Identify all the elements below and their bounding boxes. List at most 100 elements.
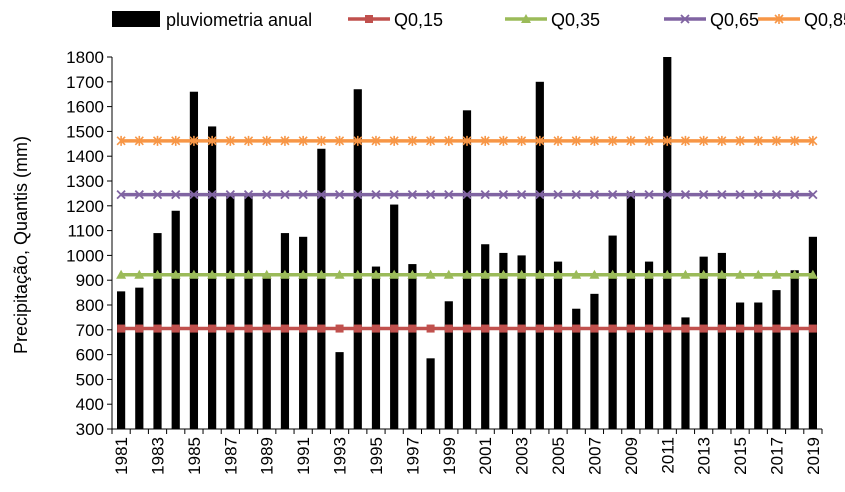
series-marker-Q0,35 bbox=[771, 269, 782, 279]
series-marker-Q0,85 bbox=[334, 135, 345, 146]
series-marker-Q0,65 bbox=[753, 190, 763, 200]
series-marker-Q0,35 bbox=[625, 269, 636, 279]
series-marker-Q0,85 bbox=[790, 135, 800, 146]
y-tick-label: 300 bbox=[76, 420, 104, 439]
series-marker-Q0,65 bbox=[334, 190, 345, 200]
series-marker-Q0,15 bbox=[153, 324, 162, 333]
series-marker-Q0,15 bbox=[371, 324, 380, 333]
x-tick-label: 2001 bbox=[476, 437, 495, 475]
series-marker-Q0,65 bbox=[553, 190, 563, 200]
bar-2003 bbox=[517, 255, 526, 429]
series-marker-Q0,65 bbox=[608, 190, 618, 200]
bar-1997 bbox=[408, 264, 417, 429]
legend-marker-Q0,15 bbox=[365, 15, 373, 23]
series-marker-Q0,15 bbox=[408, 324, 417, 333]
y-tick-label: 1400 bbox=[66, 147, 104, 166]
legend-item-Q0,85: Q0,85 bbox=[758, 10, 845, 30]
series-marker-Q0,35 bbox=[443, 269, 454, 279]
bar-1985 bbox=[189, 91, 199, 429]
series-Q0,85 bbox=[116, 135, 818, 146]
y-tick-label: 1500 bbox=[66, 122, 104, 141]
series-marker-Q0,85 bbox=[517, 135, 527, 146]
series-marker-Q0,15 bbox=[335, 324, 344, 333]
series-marker-Q0,35 bbox=[480, 269, 491, 279]
bar-1999 bbox=[444, 301, 453, 429]
series-marker-Q0,35 bbox=[644, 269, 655, 279]
series-marker-Q0,35 bbox=[207, 269, 218, 279]
y-tick-label: 900 bbox=[76, 271, 104, 290]
series-marker-Q0,65 bbox=[407, 190, 418, 200]
series-marker-Q0,35 bbox=[370, 269, 381, 279]
series-marker-Q0,35 bbox=[607, 269, 618, 279]
series-marker-Q0,15 bbox=[645, 324, 654, 333]
bar-2012 bbox=[681, 317, 690, 429]
legend-item-Q0,35: Q0,35 bbox=[505, 10, 600, 30]
series-marker-Q0,65 bbox=[771, 190, 782, 200]
legend-swatch-pluviometria bbox=[112, 11, 160, 27]
series-marker-Q0,85 bbox=[298, 135, 308, 146]
series-marker-Q0,35 bbox=[753, 269, 764, 279]
y-tick-label: 700 bbox=[76, 321, 104, 340]
bar-2004 bbox=[535, 81, 544, 430]
bar-1998 bbox=[426, 358, 435, 429]
series-marker-Q0,65 bbox=[225, 190, 235, 200]
bar-2005 bbox=[553, 261, 563, 429]
series-marker-Q0,65 bbox=[189, 190, 199, 200]
series-Q0,15 bbox=[117, 324, 817, 333]
series-marker-Q0,35 bbox=[298, 269, 309, 279]
bar-1996 bbox=[390, 204, 399, 429]
bar-1992 bbox=[317, 148, 326, 429]
series-marker-Q0,15 bbox=[426, 324, 435, 333]
y-tick-label: 1800 bbox=[66, 48, 104, 67]
legend-label-Q0,15: Q0,15 bbox=[394, 10, 443, 30]
series-marker-Q0,85 bbox=[171, 135, 181, 146]
x-tick-label: 2007 bbox=[585, 437, 604, 475]
series-marker-Q0,65 bbox=[516, 190, 527, 200]
bar-1984 bbox=[171, 210, 180, 429]
legend-marker-Q0,65 bbox=[680, 14, 690, 24]
series-marker-Q0,85 bbox=[535, 135, 545, 146]
series-marker-Q0,85 bbox=[116, 135, 126, 146]
series-marker-Q0,65 bbox=[207, 190, 217, 200]
bar-2011 bbox=[663, 57, 672, 429]
x-tick-label: 1999 bbox=[440, 437, 459, 475]
x-tick-label: 2003 bbox=[513, 437, 532, 475]
legend-label-pluviometria: pluviometria anual bbox=[166, 10, 312, 30]
legend-label-Q0,85: Q0,85 bbox=[804, 10, 845, 30]
series-marker-Q0,65 bbox=[480, 190, 490, 200]
bar-2006 bbox=[572, 308, 581, 429]
series-marker-Q0,35 bbox=[735, 269, 746, 279]
x-tick-label: 1985 bbox=[185, 437, 204, 475]
series-marker-Q0,85 bbox=[444, 135, 454, 146]
series-marker-Q0,15 bbox=[208, 324, 217, 333]
series-marker-Q0,65 bbox=[717, 190, 727, 200]
legend-item-pluviometria: pluviometria anual bbox=[112, 10, 312, 30]
series-marker-Q0,35 bbox=[334, 269, 345, 279]
series-marker-Q0,15 bbox=[171, 324, 180, 333]
series-marker-Q0,15 bbox=[517, 324, 526, 333]
series-marker-Q0,65 bbox=[626, 190, 636, 200]
series-marker-Q0,85 bbox=[626, 135, 636, 146]
x-tick-label: 2013 bbox=[695, 437, 714, 475]
y-tick-label: 400 bbox=[76, 395, 104, 414]
series-marker-Q0,15 bbox=[754, 324, 763, 333]
x-tick-label: 2015 bbox=[731, 437, 750, 475]
series-marker-Q0,85 bbox=[280, 135, 290, 146]
series-marker-Q0,15 bbox=[663, 324, 672, 333]
legend-item-Q0,65: Q0,65 bbox=[664, 10, 759, 30]
series-marker-Q0,35 bbox=[680, 269, 691, 279]
series-marker-Q0,15 bbox=[608, 324, 617, 333]
series-marker-Q0,85 bbox=[316, 135, 326, 146]
series-marker-Q0,35 bbox=[807, 269, 818, 279]
x-tick-label: 1989 bbox=[258, 437, 277, 475]
y-tick-label: 1700 bbox=[66, 73, 104, 92]
bar-2018 bbox=[790, 270, 799, 429]
series-marker-Q0,65 bbox=[353, 190, 363, 200]
series-marker-Q0,15 bbox=[699, 324, 708, 333]
series-marker-Q0,85 bbox=[571, 135, 581, 146]
series-marker-Q0,15 bbox=[772, 324, 781, 333]
y-tick-label: 1200 bbox=[66, 197, 104, 216]
series-marker-Q0,15 bbox=[262, 324, 271, 333]
series-marker-Q0,85 bbox=[608, 135, 618, 146]
